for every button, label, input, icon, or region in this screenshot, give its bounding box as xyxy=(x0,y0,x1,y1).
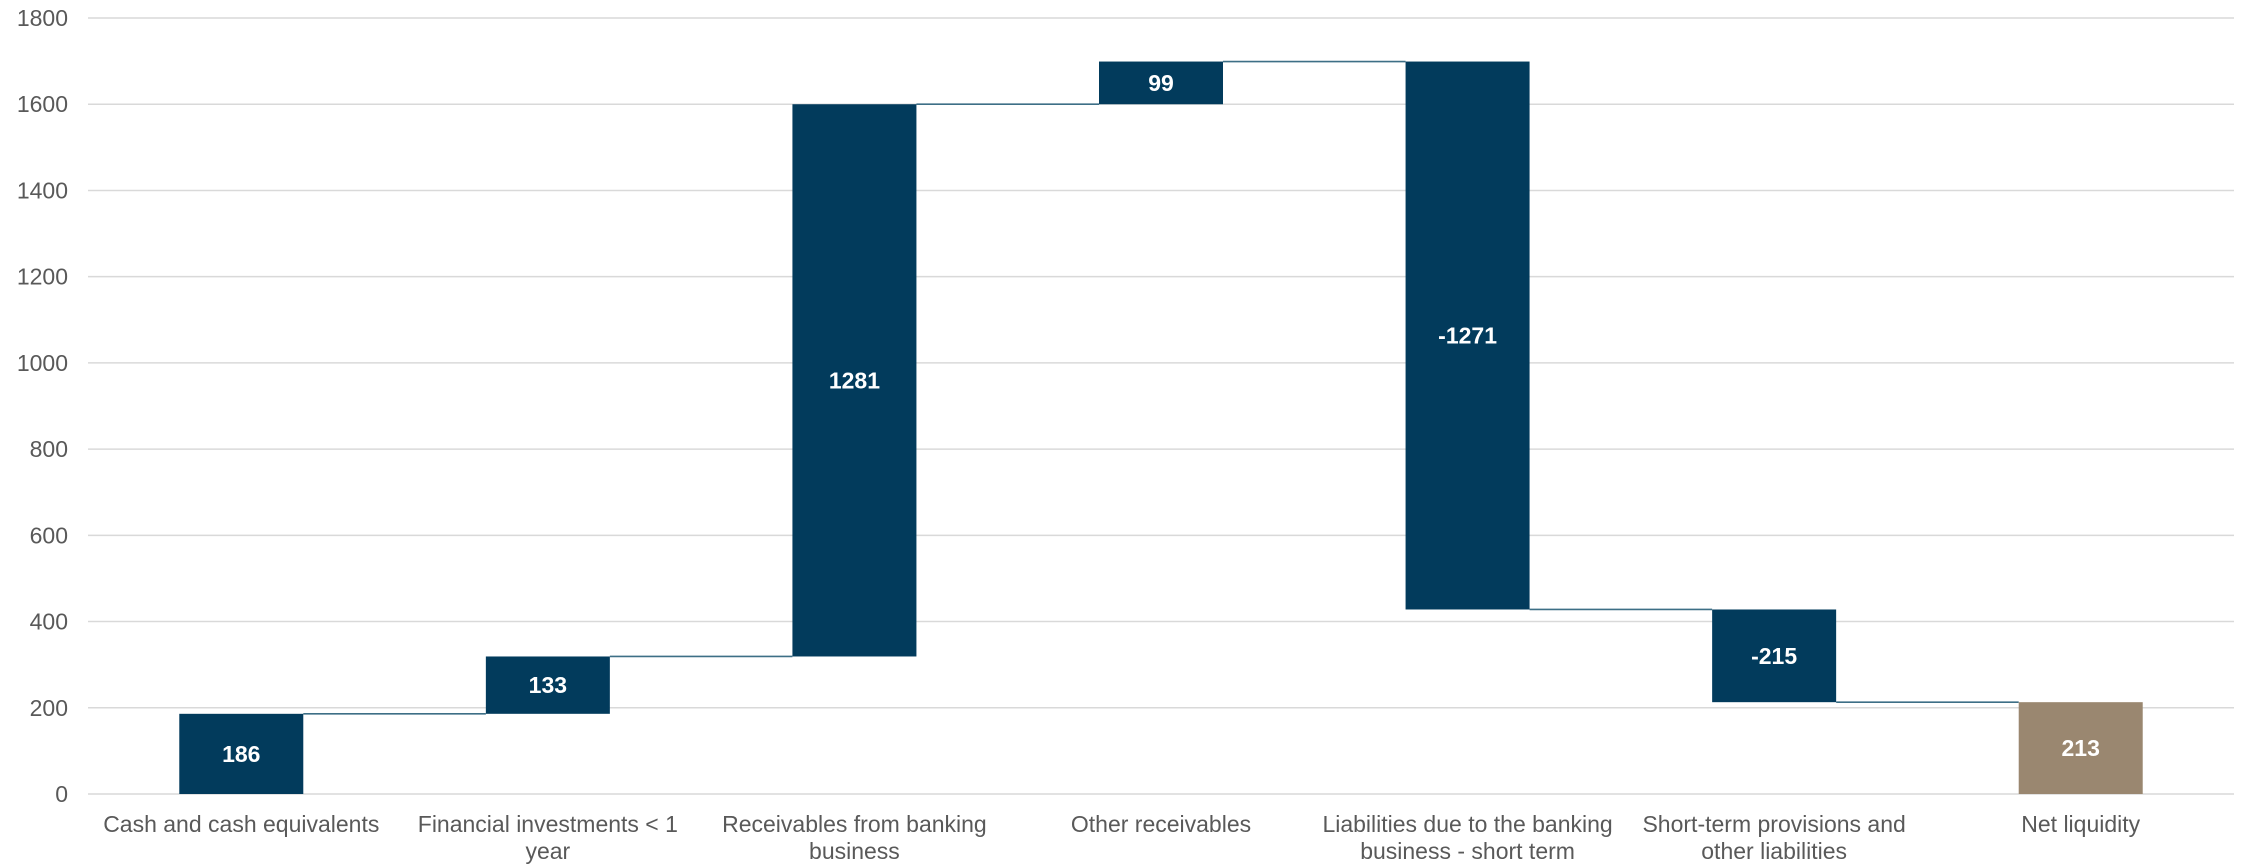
y-tick-label: 0 xyxy=(55,781,68,807)
x-tick-label: Net liquidity xyxy=(2021,811,2140,837)
bar-4 xyxy=(1099,61,1223,105)
x-axis: Cash and cash equivalents Financial inves… xyxy=(103,811,2140,864)
bar-7 xyxy=(2018,702,2143,794)
bars xyxy=(179,61,2143,794)
x-tick-label-line: Other receivables xyxy=(1071,811,1251,837)
x-tick-label-line: Financial investments < 1 xyxy=(418,811,678,837)
x-tick-label-line: other liabilities xyxy=(1701,838,1847,864)
y-tick-label: 200 xyxy=(30,695,68,721)
bar-3 xyxy=(792,104,917,657)
data-label-3: 1281 xyxy=(829,367,880,393)
x-tick-label: Financial investments < 1 year xyxy=(418,811,678,864)
x-tick-label-line: year xyxy=(525,838,570,864)
y-tick-label: 1800 xyxy=(17,5,68,31)
data-label-7: 213 xyxy=(2062,735,2100,761)
y-tick-label: 800 xyxy=(30,436,68,462)
y-tick-label: 600 xyxy=(30,522,68,548)
x-tick-label-line: Cash and cash equivalents xyxy=(103,811,379,837)
data-label-1: 186 xyxy=(222,741,260,767)
data-label-6: -215 xyxy=(1751,643,1797,669)
x-tick-label-line: business - short term xyxy=(1360,838,1575,864)
y-tick-label: 1000 xyxy=(17,350,68,376)
y-tick-label: 400 xyxy=(30,609,68,635)
y-tick-label: 1600 xyxy=(17,91,68,117)
data-labels: 186 133 1281 99 -1271 -215 213 xyxy=(222,70,2100,767)
x-tick-label-line: Receivables from banking xyxy=(722,811,987,837)
bar-5 xyxy=(1405,61,1530,610)
data-label-5: -1271 xyxy=(1438,323,1497,349)
bar-2 xyxy=(485,656,610,714)
y-tick-label: 1400 xyxy=(17,177,68,203)
data-label-2: 133 xyxy=(529,672,567,698)
x-tick-label: Receivables from banking business xyxy=(722,811,987,864)
y-axis: 0 200 400 600 800 1000 1200 1400 1600 1800 xyxy=(17,5,68,807)
bar-6 xyxy=(1712,609,1837,703)
x-tick-label-line: Net liquidity xyxy=(2021,811,2140,837)
y-tick-label: 1200 xyxy=(17,264,68,290)
x-tick-label: Short-term provisions and other liabiliti… xyxy=(1642,811,1905,864)
x-tick-label: Cash and cash equivalents xyxy=(103,811,379,837)
gridlines xyxy=(88,17,2234,795)
x-tick-label-line: Short-term provisions and xyxy=(1642,811,1905,837)
x-tick-label-line: business xyxy=(809,838,900,864)
x-tick-label: Liabilities due to the banking business -… xyxy=(1322,811,1612,864)
bar-1 xyxy=(179,713,304,794)
data-label-4: 99 xyxy=(1148,70,1174,96)
x-tick-label: Other receivables xyxy=(1071,811,1251,837)
connectors xyxy=(303,60,2019,715)
x-tick-label-line: Liabilities due to the banking xyxy=(1322,811,1612,837)
